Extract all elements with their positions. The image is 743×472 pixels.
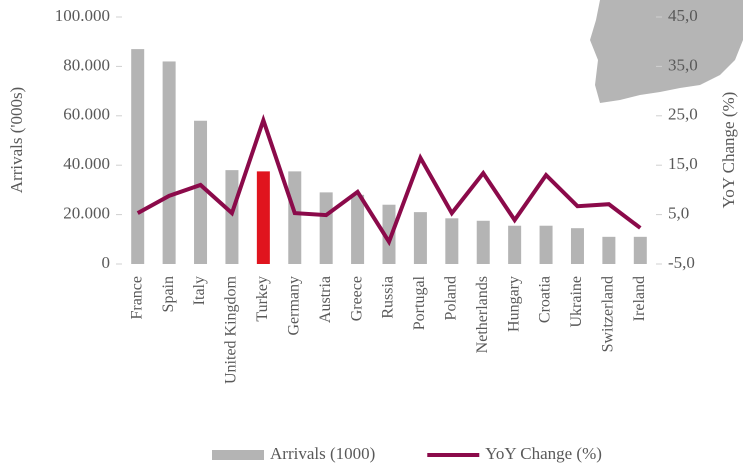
x-tick-label: United Kingdom (223, 275, 240, 384)
y2-tick-label: 25,0 (668, 105, 698, 124)
y-tick-label: 100.000 (55, 6, 110, 25)
bar (413, 212, 427, 264)
y-tick-label: 60.000 (63, 105, 110, 124)
bar (633, 236, 647, 264)
y2-tick-label: 45,0 (668, 6, 698, 25)
x-tick-label: Ukraine (568, 276, 585, 328)
bar (539, 225, 553, 264)
x-tick-label: Croatia (537, 276, 554, 323)
x-tick-label: Russia (380, 276, 397, 319)
bar (351, 194, 365, 264)
bar (162, 61, 176, 265)
bar (131, 49, 145, 264)
x-tick-label: Ireland (631, 276, 648, 321)
y-tick-label: 0 (102, 253, 111, 272)
bar (476, 220, 490, 264)
x-tick-label: Greece (348, 276, 365, 321)
y2-tick-label: 5,0 (668, 204, 689, 223)
y2-tick-label: 35,0 (668, 55, 698, 74)
x-tick-label: Switzerland (600, 276, 617, 352)
x-tick-label: Hungary (505, 276, 522, 332)
y-tick-label: 20.000 (63, 204, 110, 223)
x-tick-label: France (128, 276, 145, 320)
bar (225, 170, 239, 264)
bar (445, 218, 459, 264)
line (136, 114, 642, 247)
x-tick-label: Germany (285, 276, 302, 336)
bar (570, 228, 584, 264)
y-axis-label: Arrivals ('000s) (7, 87, 26, 193)
legend-swatch (212, 450, 264, 460)
x-tick-label: Spain (160, 276, 177, 312)
bar (319, 192, 333, 264)
y2-tick-label: 15,0 (668, 154, 698, 173)
bar (382, 204, 396, 264)
x-tick-label: Poland (442, 276, 459, 320)
y-tick-label: 80.000 (63, 55, 110, 74)
bar (194, 120, 208, 265)
x-tick-label: Turkey (254, 276, 271, 322)
legend-label: YoY Change (%) (485, 444, 602, 463)
x-tick-label: Italy (191, 276, 208, 305)
x-tick-label: Netherlands (474, 276, 491, 353)
bar (602, 236, 616, 264)
decorative-map-blob (590, 0, 743, 103)
bar (508, 225, 522, 264)
legend-label: Arrivals (1000) (270, 444, 375, 463)
y-tick-label: 40.000 (63, 154, 110, 173)
y2-axis-label: YoY Change (%) (719, 92, 738, 209)
x-tick-label: Portugal (411, 275, 428, 330)
x-tick-label: Austria (317, 276, 334, 323)
bar (256, 171, 270, 264)
bar (288, 171, 302, 264)
y2-tick-label: -5,0 (668, 253, 695, 272)
